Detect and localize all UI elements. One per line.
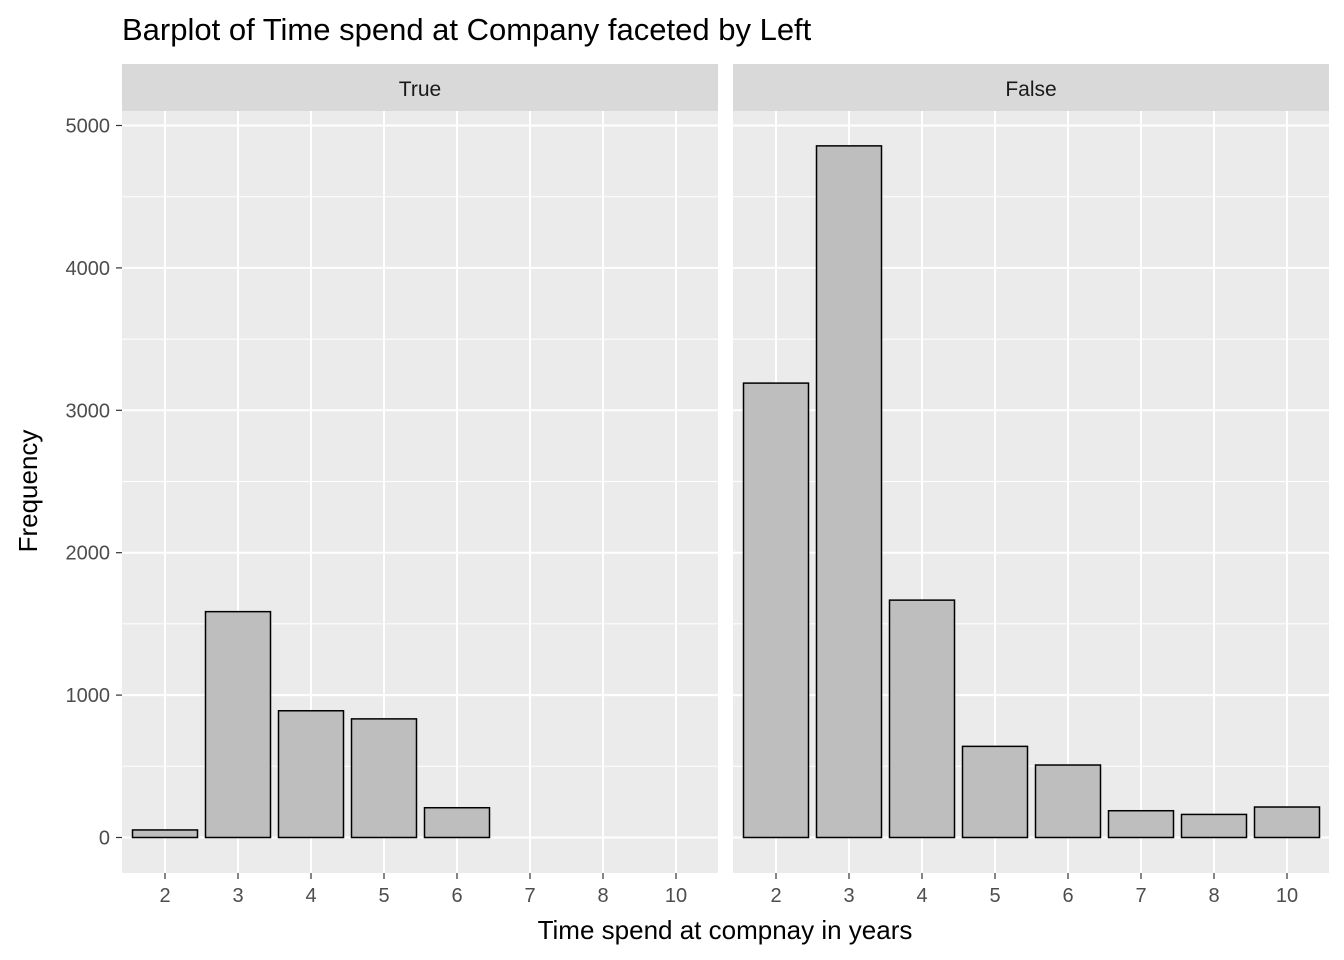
facet-panels: True 2 3 4 5 6 7 8 10 False 2 3 4 5 6 7 8 10 — [122, 64, 1329, 907]
bar-false-3 — [815, 145, 883, 839]
chart-title: Barplot of Time spend at Company faceted… — [122, 12, 812, 47]
bar-true-6 — [423, 806, 491, 839]
y-tick-label: 4000 — [66, 258, 111, 280]
y-axis: 0 1000 2000 3000 4000 5000 — [66, 116, 122, 850]
x-tick-label: 4 — [916, 885, 927, 907]
x-tick-label: 7 — [524, 885, 535, 907]
bar-true-2 — [131, 829, 199, 839]
facet-panel-true: True 2 3 4 5 6 7 8 10 — [122, 64, 718, 907]
bar-true-3 — [204, 610, 272, 839]
bar-true-5 — [350, 718, 418, 839]
y-tick-label: 2000 — [66, 543, 111, 565]
facet-strip — [122, 64, 718, 111]
x-tick-label: 2 — [770, 885, 781, 907]
x-tick-label: 8 — [597, 885, 608, 907]
x-tick-label: 5 — [989, 885, 1000, 907]
facet-strip-label: False — [1005, 78, 1056, 101]
x-tick-label: 3 — [843, 885, 854, 907]
x-tick-label: 3 — [232, 885, 243, 907]
x-axis-title: Time spend at compnay in years — [538, 915, 913, 945]
x-tick-label: 8 — [1208, 885, 1219, 907]
x-tick-label: 2 — [159, 885, 170, 907]
bar-false-8 — [1180, 813, 1248, 839]
x-tick-label: 6 — [1062, 885, 1073, 907]
bar-false-10 — [1253, 806, 1321, 839]
y-axis-title: Frequency — [13, 430, 43, 553]
bar-false-2 — [742, 382, 810, 839]
x-tick-label: 10 — [665, 885, 687, 907]
x-tick-label: 4 — [305, 885, 316, 907]
facet-strip-label: True — [399, 78, 441, 101]
bar-false-7 — [1107, 809, 1175, 839]
bar-false-6 — [1034, 764, 1102, 839]
facet-panel-false: False 2 3 4 5 6 7 8 10 — [733, 64, 1329, 907]
x-tick-label: 6 — [451, 885, 462, 907]
y-tick-label: 3000 — [66, 400, 111, 422]
bar-false-5 — [961, 745, 1029, 839]
y-tick-label: 0 — [99, 828, 110, 850]
facet-strip — [733, 64, 1329, 111]
bar-false-4 — [888, 599, 956, 839]
y-tick-label: 5000 — [66, 116, 111, 138]
x-tick-label: 10 — [1276, 885, 1298, 907]
x-tick-label: 5 — [378, 885, 389, 907]
y-tick-label: 1000 — [66, 685, 111, 707]
bar-true-4 — [277, 710, 345, 839]
x-tick-label: 7 — [1135, 885, 1146, 907]
